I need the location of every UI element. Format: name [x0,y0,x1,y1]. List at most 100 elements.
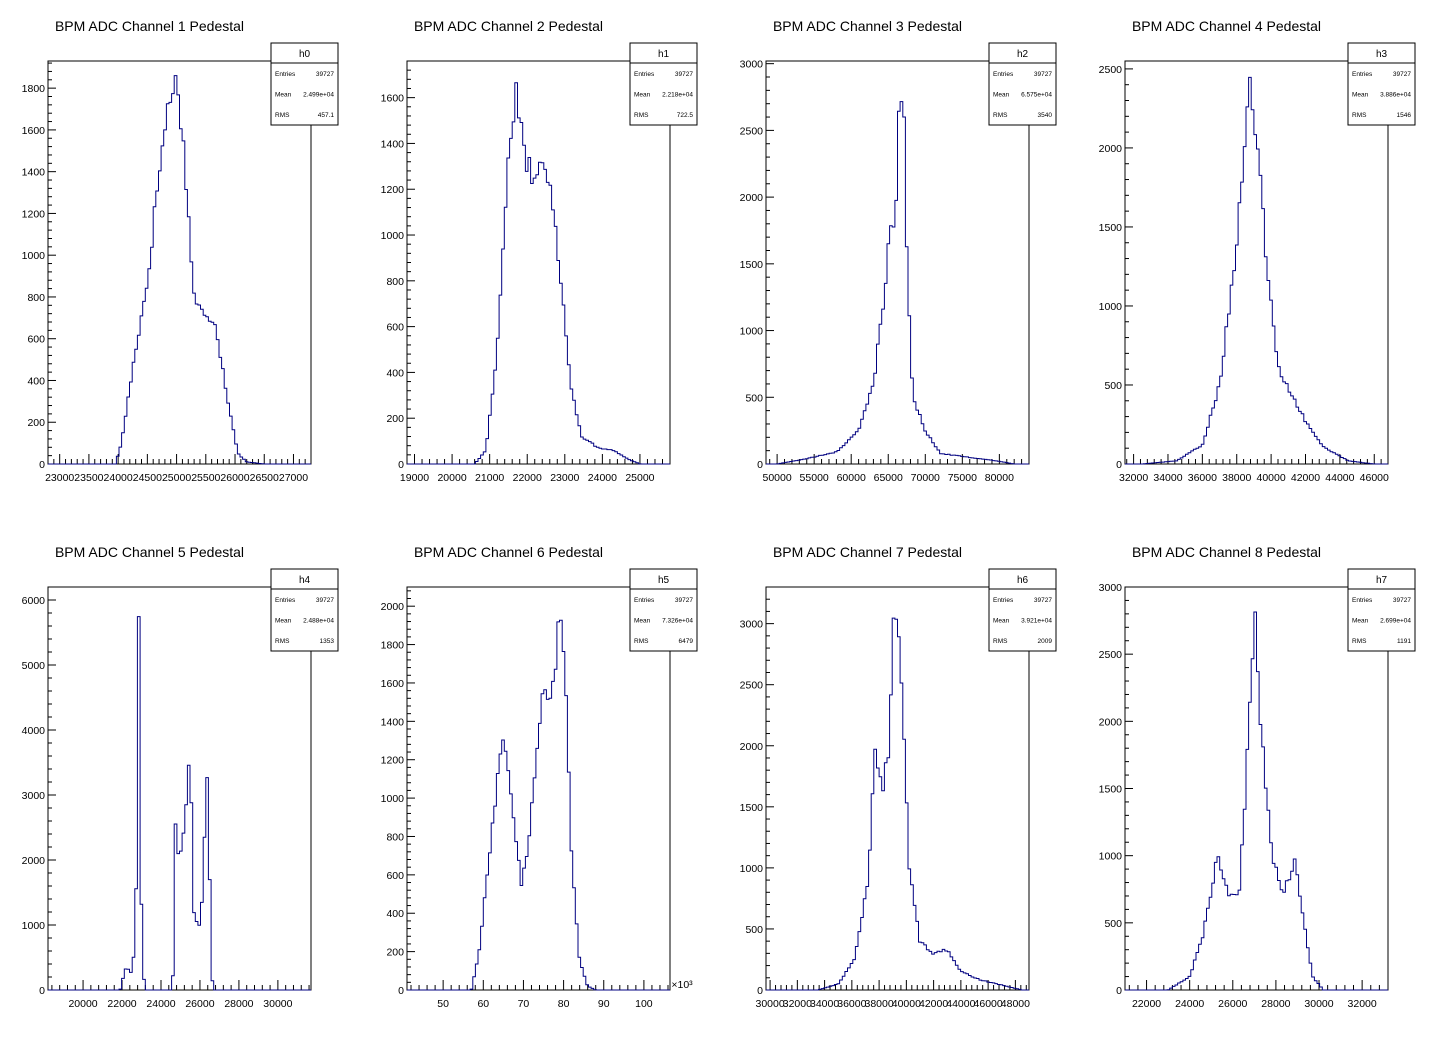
x-tick-label: 30000 [263,998,292,1010]
x-tick-label: 24000 [588,472,617,484]
x-tick-label: 38000 [1222,472,1251,484]
histogram-series [1125,76,1388,465]
stats-label: RMS [275,638,290,645]
stats-label: Mean [1352,92,1369,99]
stats-label: RMS [1352,638,1367,645]
y-tick-label: 6000 [22,595,46,607]
stats-value: 6.575e+04 [1021,92,1052,99]
stats-label: RMS [634,638,649,645]
x-tick-label: 34000 [1153,472,1182,484]
x-tick-label: 60 [477,998,489,1010]
x-tick-label: 22000 [1132,998,1161,1010]
stats-box-frame [629,568,698,652]
x-tick-label: 90 [598,998,610,1010]
y-tick-label: 800 [386,276,404,288]
y-tick-label: 1600 [22,125,46,137]
stats-name: h6 [1017,575,1029,586]
histogram-series [407,619,670,991]
x-tick-label: 44000 [1325,472,1354,484]
y-tick-label: 1000 [740,326,764,338]
x-tick-label: 23000 [550,472,579,484]
histogram-panel-6: BPM ADC Channel 6 Pedestal 0 200 400 600 800 1… [381,544,698,1010]
stats-name: h7 [1376,575,1388,586]
x-tick-label: 32000 [783,998,812,1010]
stats-value: 39727 [1034,597,1052,604]
y-tick-label: 200 [386,947,404,959]
stats-name: h2 [1017,49,1029,60]
stats-box: h5 Entries 39727 Mean 7.326e+04 RMS 6479 [629,568,698,652]
stats-box-frame [270,568,339,652]
y-tick-label: 1600 [381,678,405,690]
stats-label: Entries [634,597,655,604]
x-tick-label: 20000 [68,998,97,1010]
x-tick-label: 30000 [755,998,784,1010]
plot-frame [1124,60,1389,465]
x-tick-label: 48000 [1001,998,1030,1010]
plot-frame [47,60,312,465]
x-tick-label: 70000 [911,472,940,484]
stats-value: 1546 [1397,112,1412,119]
x-tick-label: 23500 [74,472,103,484]
y-tick-label: 5000 [22,660,46,672]
stats-value: 7.326e+04 [662,618,693,625]
stats-name: h3 [1376,49,1388,60]
y-tick-label: 500 [1104,918,1122,930]
x-tick-label: 70 [518,998,530,1010]
x-tick-label: 24000 [146,998,175,1010]
y-tick-label: 500 [745,924,763,936]
x-tick-label: 19000 [400,472,429,484]
y-tick-label: 1200 [22,208,46,220]
x-tick-label: 40000 [1257,472,1286,484]
histogram-panel-5: BPM ADC Channel 5 Pedestal 0 1000 2000 3000 4… [22,544,339,1010]
x-tick-label: 50 [437,998,449,1010]
x-tick-label: 30000 [1304,998,1333,1010]
y-tick-label: 200 [27,417,45,429]
y-tick-label: 1000 [22,250,46,262]
panel-title: BPM ADC Channel 7 Pedestal [773,544,962,560]
stats-value: 39727 [1393,597,1411,604]
x-tick-label: 32000 [1119,472,1148,484]
panel-title: BPM ADC Channel 2 Pedestal [414,18,603,34]
stats-value: 3540 [1038,112,1053,119]
x-tick-label: 24000 [1175,998,1204,1010]
stats-label: Mean [275,618,292,625]
stats-box: h1 Entries 39727 Mean 2.218e+04 RMS 722.5 [629,42,698,126]
y-tick-label: 2000 [1099,143,1123,155]
y-tick-label: 2000 [740,741,764,753]
x-tick-label: 65000 [874,472,903,484]
plot-frame [47,586,312,991]
stats-value: 2.699e+04 [1380,618,1411,625]
stats-box: h2 Entries 39727 Mean 6.575e+04 RMS 3540 [988,42,1057,126]
histogram-series [48,616,311,991]
y-tick-label: 3000 [740,619,764,631]
x-tick-label: 42000 [919,998,948,1010]
x-tick-label: 50000 [763,472,792,484]
panel-title: BPM ADC Channel 5 Pedestal [55,544,244,560]
x-tick-label: 26000 [185,998,214,1010]
x-tick-label: 25000 [625,472,654,484]
x-tick-label: 20000 [437,472,466,484]
histogram-panel-8: BPM ADC Channel 8 Pedestal 0 500 1000 1500 20… [1099,544,1416,1010]
stats-value: 39727 [675,71,693,78]
stats-label: Entries [275,597,296,604]
stats-value: 39727 [316,71,334,78]
y-tick-label: 400 [27,375,45,387]
x-tick-label: 34000 [810,998,839,1010]
x-tick-label: 27000 [279,472,308,484]
x-tick-label: 42000 [1291,472,1320,484]
y-tick-label: 1000 [1099,301,1123,313]
plot-frame [765,586,1030,991]
x-tick-label: 28000 [1261,998,1290,1010]
y-tick-label: 1000 [740,863,764,875]
y-tick-label: 1500 [1099,784,1123,796]
stats-box-frame [270,42,339,126]
stats-box-frame [1347,42,1416,126]
y-tick-label: 1000 [381,230,405,242]
y-tick-label: 2000 [22,855,46,867]
histogram-panel-3: BPM ADC Channel 3 Pedestal 0 500 1000 1500 20… [740,18,1057,484]
stats-label: RMS [1352,112,1367,119]
y-tick-label: 2000 [381,601,405,613]
stats-label: Entries [1352,597,1373,604]
y-tick-label: 0 [757,985,763,997]
